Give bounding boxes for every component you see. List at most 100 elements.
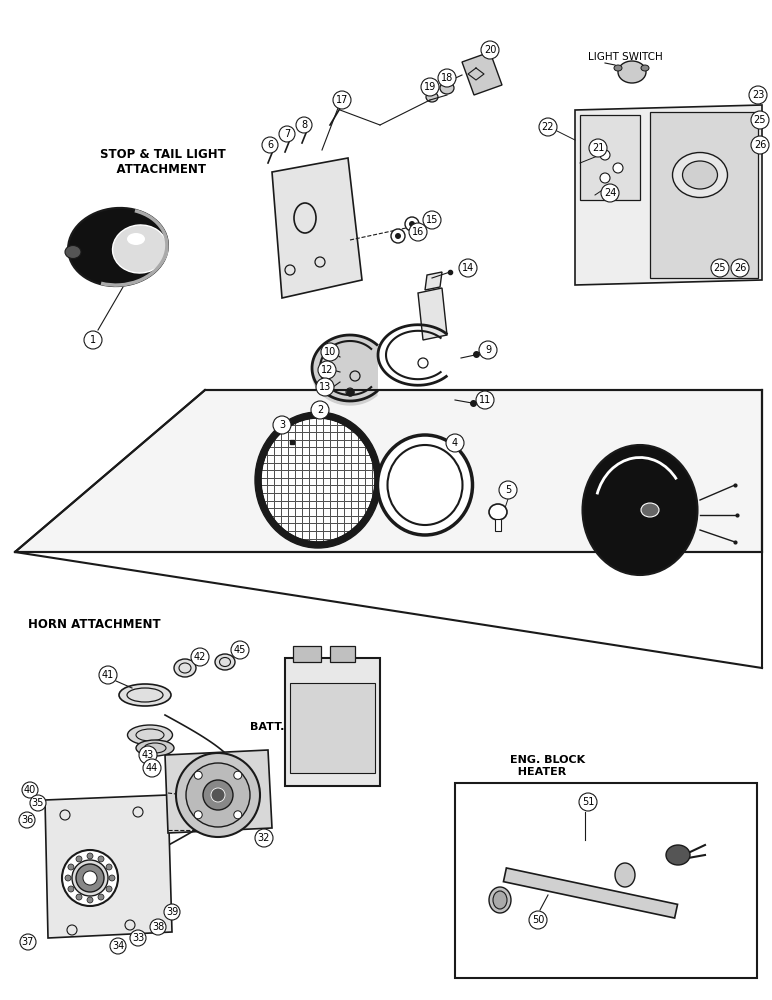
Circle shape — [164, 904, 180, 920]
Ellipse shape — [583, 445, 697, 575]
Bar — [290, 683, 375, 773]
Text: STOP & TAIL LIGHT
    ATTACHMENT: STOP & TAIL LIGHT ATTACHMENT — [100, 148, 225, 176]
Text: 8: 8 — [301, 120, 307, 130]
Text: 25: 25 — [714, 263, 726, 273]
Circle shape — [391, 229, 405, 243]
Circle shape — [751, 111, 769, 129]
Bar — [503, 868, 678, 918]
Text: 3: 3 — [279, 420, 285, 430]
Text: 4: 4 — [452, 438, 458, 448]
Circle shape — [65, 875, 71, 881]
Ellipse shape — [388, 445, 462, 525]
Text: 10: 10 — [324, 347, 336, 357]
Circle shape — [83, 871, 97, 885]
Text: 21: 21 — [592, 143, 604, 153]
Polygon shape — [580, 115, 640, 200]
Polygon shape — [272, 158, 362, 298]
Circle shape — [600, 150, 610, 160]
Circle shape — [30, 795, 46, 811]
Bar — [330, 646, 355, 662]
Text: 9: 9 — [485, 345, 491, 355]
Circle shape — [72, 860, 108, 896]
Circle shape — [751, 136, 769, 154]
Ellipse shape — [440, 82, 454, 94]
Circle shape — [20, 934, 36, 950]
Polygon shape — [15, 390, 762, 552]
Bar — [293, 646, 321, 662]
Polygon shape — [418, 288, 447, 340]
Circle shape — [139, 746, 157, 764]
Ellipse shape — [618, 61, 646, 83]
Text: 35: 35 — [32, 798, 44, 808]
Circle shape — [195, 771, 202, 779]
Circle shape — [539, 118, 557, 136]
Ellipse shape — [614, 65, 622, 71]
Circle shape — [22, 782, 38, 798]
PathPatch shape — [260, 417, 376, 543]
Circle shape — [130, 930, 146, 946]
Text: 22: 22 — [542, 122, 554, 132]
Circle shape — [203, 780, 233, 810]
Circle shape — [529, 911, 547, 929]
Ellipse shape — [255, 412, 381, 548]
Text: ENG. BLOCK
  HEATER: ENG. BLOCK HEATER — [510, 755, 585, 777]
Polygon shape — [575, 105, 762, 285]
Circle shape — [109, 875, 115, 881]
Text: 51: 51 — [582, 797, 594, 807]
Circle shape — [87, 853, 93, 859]
Circle shape — [84, 331, 102, 349]
Circle shape — [579, 793, 597, 811]
Text: LIGHT SWITCH: LIGHT SWITCH — [588, 52, 662, 62]
Polygon shape — [462, 52, 502, 95]
Circle shape — [421, 78, 439, 96]
Circle shape — [311, 401, 329, 419]
Text: 7: 7 — [284, 129, 290, 139]
Circle shape — [481, 41, 499, 59]
Ellipse shape — [119, 684, 171, 706]
Circle shape — [479, 341, 497, 359]
Circle shape — [150, 919, 166, 935]
Ellipse shape — [127, 725, 172, 745]
Circle shape — [106, 864, 112, 870]
PathPatch shape — [260, 417, 376, 543]
Text: 36: 36 — [21, 815, 33, 825]
Polygon shape — [425, 272, 442, 290]
Ellipse shape — [215, 654, 235, 670]
Circle shape — [110, 938, 126, 954]
Ellipse shape — [260, 417, 376, 543]
Bar — [455, 783, 757, 978]
Polygon shape — [650, 112, 758, 278]
Text: 16: 16 — [412, 227, 424, 237]
Text: 26: 26 — [753, 140, 766, 150]
Text: 34: 34 — [112, 941, 124, 951]
Text: 15: 15 — [426, 215, 438, 225]
Circle shape — [176, 753, 260, 837]
Ellipse shape — [641, 503, 659, 517]
Ellipse shape — [672, 152, 727, 198]
Text: 13: 13 — [319, 382, 331, 392]
Text: 25: 25 — [753, 115, 767, 125]
Text: 41: 41 — [102, 670, 114, 680]
Text: 5: 5 — [505, 485, 511, 495]
Ellipse shape — [641, 65, 649, 71]
Circle shape — [76, 864, 104, 892]
Circle shape — [395, 233, 401, 239]
Circle shape — [613, 163, 623, 173]
Ellipse shape — [113, 225, 168, 273]
Circle shape — [446, 434, 464, 452]
Circle shape — [234, 811, 242, 819]
Circle shape — [262, 137, 278, 153]
Text: 33: 33 — [132, 933, 144, 943]
Circle shape — [98, 856, 104, 862]
Circle shape — [231, 641, 249, 659]
Text: 2: 2 — [317, 405, 323, 415]
Circle shape — [98, 894, 104, 900]
Text: 17: 17 — [336, 95, 348, 105]
Circle shape — [87, 897, 93, 903]
Circle shape — [273, 416, 291, 434]
Circle shape — [234, 771, 242, 779]
Text: 43: 43 — [142, 750, 154, 760]
Circle shape — [409, 221, 415, 227]
Circle shape — [589, 139, 607, 157]
Text: 26: 26 — [734, 263, 747, 273]
